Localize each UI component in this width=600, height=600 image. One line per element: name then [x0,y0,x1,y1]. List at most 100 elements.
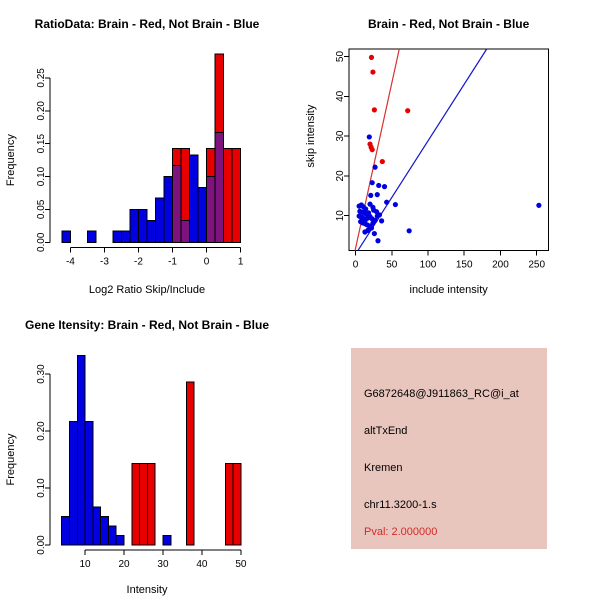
histogram-bar-overlap [214,131,225,243]
x-tick-label: 150 [456,260,473,271]
scatter-point-blue [368,192,374,199]
histogram-bar-red [232,463,242,546]
x-tick-label: 100 [420,260,437,271]
x-tick-label: 40 [196,559,208,570]
histogram-bar-blue [189,154,199,243]
histogram-bar-blue [155,197,165,243]
scatter-point-blue [363,206,369,212]
scatter-point-blue [384,199,390,205]
y-tick-label: 0.00 [36,232,47,252]
scatter-point-blue [374,192,380,198]
x-tick-label: 50 [235,559,247,570]
histogram-bar-blue [107,525,117,546]
x-tick-label: 50 [386,260,398,271]
x-tick-label: 10 [79,559,91,570]
y-axis-title: Frequency [5,433,17,485]
histogram-bar-blue [84,420,94,546]
histogram-bar-blue [162,534,172,546]
plot-frame [348,48,549,252]
histogram-bar-blue [163,176,174,243]
histogram-bar-overlap [180,220,191,243]
y-tick-label: 50 [335,51,346,63]
y-tick-label: 0.00 [36,535,47,555]
scatter-point-red [368,54,375,60]
histogram-bar-blue [68,420,78,546]
y-tick-label: 0.20 [36,101,47,121]
histogram-bar-red [180,147,191,222]
histogram-bar-overlap [206,176,216,243]
scatter-point-blue [379,218,385,224]
histogram-bar-red [231,147,242,243]
y-tick-label: 0.10 [36,478,47,498]
scatter-point-blue [371,230,377,237]
event-type: altTxEnd [364,425,408,437]
histogram-bar-blue [61,516,70,546]
scatter-point-blue [374,213,380,219]
histogram-bar-red [172,147,182,166]
chart-title: RatioData: Brain - Red, Not Brain - Blue [35,17,260,31]
scatter-point-blue [376,182,382,189]
histogram-bar-blue [92,506,102,546]
histogram-bar-red [206,147,216,178]
x-axis-title: Log2 Ratio Skip/Include [89,284,205,296]
ratio-histogram-chart: 0.00 0.05 0.10 0.15 0.20 0.25 -4 -3 -2 -1 0 1 RatioD… [5,17,260,296]
scatter-point-blue [406,228,412,234]
panel-gene-intensity-histogram: 0.00 0.10 0.20 0.30 10 20 30 40 50 Gene Itensity:… [0,300,300,600]
scatter-point-blue [536,202,542,208]
scatter-point-blue [362,229,368,235]
gene-name: Kremen [364,462,403,474]
histogram-bar-blue [112,230,122,243]
pval-text: Pval: 2.000000 [364,526,438,538]
y-tick-label: 10 [335,210,346,222]
chart-title: Brain - Red, Not Brain - Blue [368,17,530,31]
x-tick-label: -2 [134,256,143,267]
panel-intensity-scatter: 10 20 30 40 50 0 50 100 150 200 250 Brain - Red, No… [300,0,600,300]
histogram-bar-red [223,147,233,243]
x-tick-label: 0 [204,256,210,267]
histogram-bar-blue [100,516,109,546]
x-axis-title: Intensity [127,584,168,596]
info-box: G6872648@J911863_RC@i_at altTxEnd Kremen… [351,348,547,549]
x-axis-title: include intensity [410,284,489,296]
panel-ratio-histogram: 0.00 0.05 0.10 0.15 0.20 0.25 -4 -3 -2 -1 0 1 RatioD… [0,0,300,300]
scatter-point-blue [375,238,381,244]
histogram-bar-blue [115,534,125,546]
y-tick-label: 0.15 [36,133,47,153]
histogram-bar-red [131,463,141,546]
histogram-bar-overlap [172,164,182,243]
chart-title: Gene Itensity: Brain - Red, Not Brain - … [25,318,269,332]
x-tick-label: -1 [168,256,177,267]
y-axis-title: Frequency [5,134,17,186]
histogram-bar-red [224,463,234,546]
scatter-point-red [405,108,411,114]
x-tick-label: 30 [157,559,169,570]
x-tick-label: 200 [492,260,509,271]
x-tick-label: 20 [118,559,130,570]
scatter-point-red [370,69,376,75]
histogram-bar-blue [86,230,97,243]
y-tick-label: 0.20 [36,421,47,441]
scatter-point-blue [381,184,388,190]
histogram-bar-red [214,53,225,133]
scatter-point-blue [392,201,398,208]
scatter-point-red [371,107,377,113]
y-tick-label: 30 [335,130,346,142]
histogram-bar-blue [146,220,157,243]
y-tick-label: 0.30 [36,364,47,384]
histogram-bar-blue [120,230,131,243]
histogram-bar-blue [137,208,148,243]
histogram-bar-red [146,463,156,546]
scatter-point-blue [366,134,372,140]
panel-info: G6872648@J911863_RC@i_at altTxEnd Kremen… [300,300,600,600]
histogram-bar-blue [76,354,86,546]
histogram-bar-red [185,381,195,546]
histogram-bar-red [139,463,148,546]
histogram-bar-blue [197,187,208,243]
y-tick-label: 20 [335,170,346,182]
x-tick-label: 1 [238,256,244,267]
histogram-bar-blue [61,230,71,243]
x-tick-label: -4 [66,256,75,267]
x-tick-label: 0 [353,260,359,271]
probe-id: G6872648@J911863_RC@i_at [364,388,519,400]
